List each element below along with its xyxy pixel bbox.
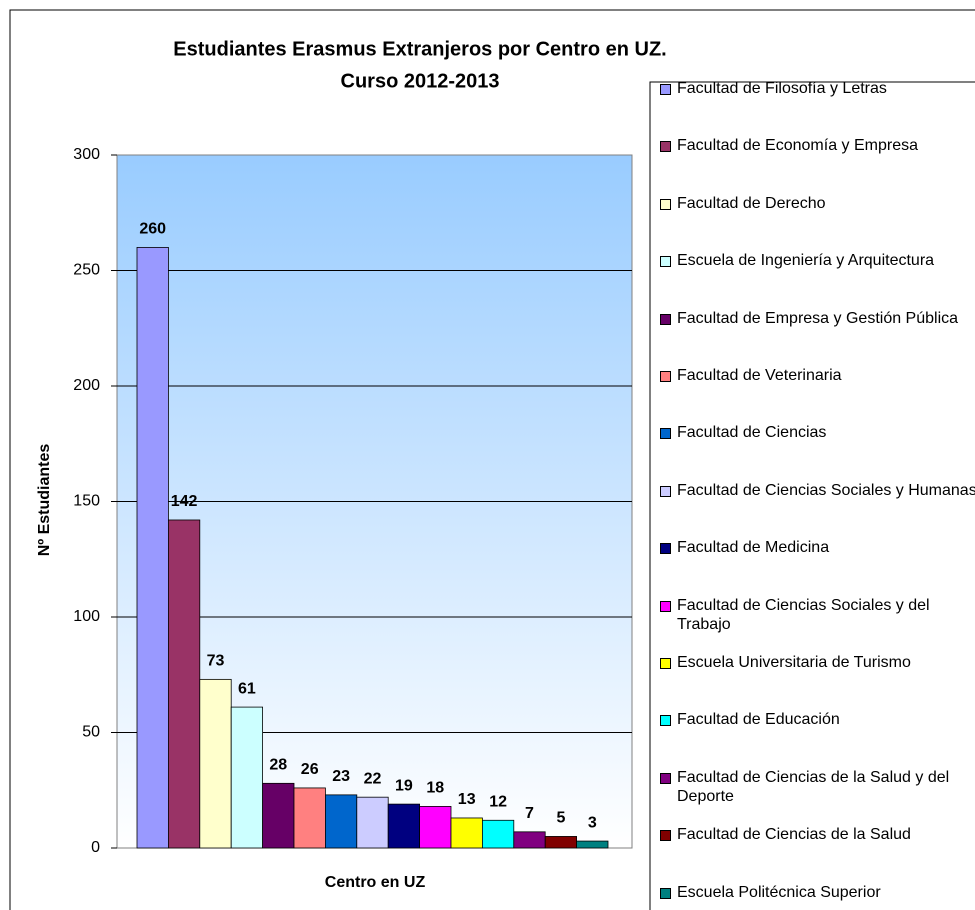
data-label: 12 bbox=[489, 793, 507, 810]
bar bbox=[576, 840, 609, 849]
legend-label: Facultad de Medicina bbox=[677, 539, 830, 557]
bar bbox=[199, 678, 232, 849]
legend-swatch bbox=[660, 313, 671, 325]
data-label: 142 bbox=[171, 493, 198, 510]
legend-swatch bbox=[660, 141, 671, 153]
bar bbox=[544, 836, 578, 849]
legend-label: Facultad de Ciencias bbox=[677, 424, 827, 442]
legend-swatch bbox=[660, 84, 671, 95]
data-label: 18 bbox=[426, 780, 444, 797]
legend-swatch bbox=[660, 256, 671, 268]
data-label: 73 bbox=[207, 653, 225, 670]
y-tick-label: 300 bbox=[73, 146, 100, 163]
data-label: 13 bbox=[458, 791, 476, 808]
legend-item: Facultad de Medicina bbox=[660, 538, 975, 557]
legend-swatch bbox=[660, 715, 671, 727]
bar bbox=[136, 246, 169, 849]
legend-label: Facultad de Derecho bbox=[677, 194, 826, 212]
legend-swatch bbox=[660, 428, 671, 440]
legend-swatch bbox=[660, 887, 671, 899]
legend-label: Facultad de Economía y Empresa bbox=[677, 137, 919, 155]
bar bbox=[481, 819, 515, 849]
chart-title: Estudiantes Erasmus Extranjeros por Cent… bbox=[173, 38, 666, 60]
bar bbox=[262, 782, 295, 849]
legend-item: Facultad de Economía y Empresa bbox=[660, 136, 975, 155]
y-tick-label: 250 bbox=[73, 262, 100, 279]
y-tick-label: 0 bbox=[91, 839, 100, 856]
legend-swatch bbox=[660, 543, 671, 555]
legend-item: Facultad de Empresa y Gestión Pública bbox=[660, 309, 975, 328]
data-label: 28 bbox=[269, 757, 287, 774]
y-axis-label: Nº Estudiantes bbox=[36, 444, 53, 557]
legend-label: Facultad de Educación bbox=[677, 711, 840, 729]
legend-swatch bbox=[660, 600, 671, 612]
data-label: 26 bbox=[301, 761, 319, 778]
data-label: 3 bbox=[588, 814, 597, 831]
data-label: 260 bbox=[139, 221, 166, 238]
y-tick-label: 150 bbox=[73, 493, 100, 510]
bar bbox=[230, 706, 263, 849]
bar bbox=[293, 787, 326, 849]
legend-swatch bbox=[660, 371, 671, 382]
data-label: 5 bbox=[556, 810, 565, 827]
legend-item: Facultad de Ciencias Sociales y Humanas bbox=[660, 481, 975, 500]
legend-label: Facultad de Filosofía y Letras bbox=[677, 80, 887, 97]
bar bbox=[450, 817, 483, 849]
legend-swatch bbox=[660, 198, 671, 210]
legend-item: Facultad de Veterinaria bbox=[660, 366, 975, 385]
legend-swatch bbox=[660, 830, 671, 842]
x-axis-label: Centro en UZ bbox=[325, 874, 426, 891]
y-tick-label: 200 bbox=[73, 377, 100, 394]
legend-box bbox=[649, 81, 975, 910]
legend-item: Facultad de Ciencias de la Salud bbox=[660, 825, 975, 844]
legend-swatch bbox=[660, 485, 671, 497]
legend-item: Facultad de Ciencias Sociales y del Trab… bbox=[660, 596, 975, 634]
legend-label: Facultad de Ciencias de la Salud bbox=[677, 826, 911, 844]
data-label: 61 bbox=[238, 680, 256, 697]
y-tick-label: 50 bbox=[82, 724, 100, 741]
y-tick-label: 100 bbox=[73, 608, 100, 625]
legend-label: Facultad de Veterinaria bbox=[677, 367, 842, 384]
bar bbox=[324, 794, 358, 849]
legend-label: Facultad de Empresa y Gestión Pública bbox=[677, 309, 959, 327]
data-label: 22 bbox=[364, 770, 382, 787]
data-label: 23 bbox=[332, 768, 350, 785]
legend-item: Escuela Universitaria de Turismo bbox=[660, 653, 975, 672]
legend-item: Facultad de Filosofía y Letras bbox=[660, 79, 975, 98]
legend-item: Facultad de Ciencias bbox=[660, 423, 975, 442]
chart-title: Curso 2012-2013 bbox=[341, 70, 500, 92]
legend-swatch bbox=[660, 658, 671, 669]
bar bbox=[387, 803, 421, 849]
legend-label: Escuela Politécnica Superior bbox=[677, 883, 881, 901]
bar bbox=[419, 806, 452, 849]
legend-swatch bbox=[660, 772, 671, 784]
legend-label: Escuela Universitaria de Turismo bbox=[677, 654, 911, 671]
legend-label: Facultad de Ciencias de la Salud y del D… bbox=[677, 768, 950, 805]
legend-label: Facultad de Ciencias Sociales y Humanas bbox=[677, 481, 975, 499]
data-label: 7 bbox=[525, 805, 534, 822]
legend-item: Facultad de Educación bbox=[660, 710, 975, 729]
legend-label: Escuela de Ingeniería y Arquitectura bbox=[677, 252, 935, 270]
legend-item: Facultad de Ciencias de la Salud y del D… bbox=[660, 768, 975, 806]
legend-label: Facultad de Ciencias Sociales y del Trab… bbox=[677, 596, 930, 633]
legend-item: Facultad de Derecho bbox=[660, 194, 975, 213]
bar bbox=[167, 519, 201, 849]
legend-item: Escuela de Ingeniería y Arquitectura bbox=[660, 251, 975, 270]
legend-item: Escuela Politécnica Superior bbox=[660, 883, 975, 902]
data-label: 19 bbox=[395, 777, 413, 794]
bar bbox=[356, 796, 389, 849]
bar bbox=[513, 831, 546, 849]
